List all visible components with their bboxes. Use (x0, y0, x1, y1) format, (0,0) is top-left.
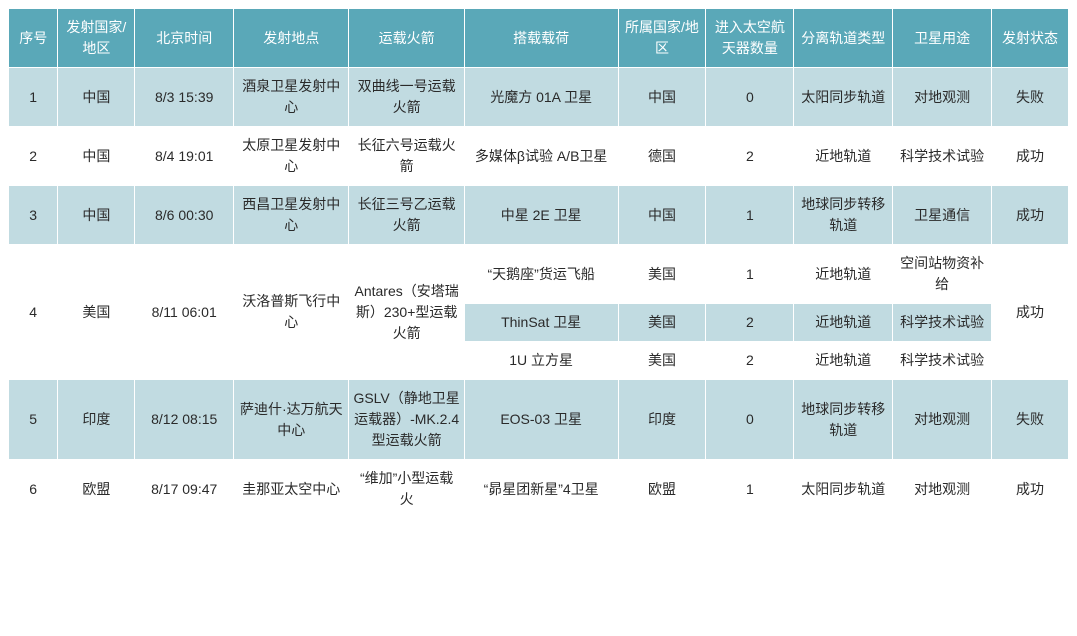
header-beijing-time: 北京时间 (135, 9, 234, 68)
cell-idx: 2 (9, 127, 58, 186)
table-row: 5印度8/12 08:15萨迪什·达万航天中心GSLV（静地卫星运载器）-MK.… (9, 380, 1069, 460)
cell-launch-site: 太原卫星发射中心 (234, 127, 349, 186)
launch-table: 序号 发射国家/地区 北京时间 发射地点 运载火箭 搭载载荷 所属国家/地区 进… (8, 8, 1069, 519)
cell-owner-country: 中国 (618, 68, 706, 127)
cell-orbit-type: 地球同步转移轨道 (794, 186, 893, 245)
cell-launch-status: 成功 (992, 460, 1069, 519)
cell-owner-country: 美国 (618, 342, 706, 380)
cell-spacecraft-count: 0 (706, 68, 794, 127)
cell-spacecraft-count: 2 (706, 304, 794, 342)
cell-launch-country: 美国 (58, 245, 135, 380)
cell-spacecraft-count: 1 (706, 460, 794, 519)
header-spacecraft-count: 进入太空航天器数量 (706, 9, 794, 68)
cell-spacecraft-count: 1 (706, 245, 794, 304)
cell-launch-site: 萨迪什·达万航天中心 (234, 380, 349, 460)
cell-owner-country: 中国 (618, 186, 706, 245)
cell-launch-status: 成功 (992, 186, 1069, 245)
header-idx: 序号 (9, 9, 58, 68)
header-payload: 搭载载荷 (464, 9, 618, 68)
cell-payload: “天鹅座”货运飞船 (464, 245, 618, 304)
cell-rocket: 长征六号运载火箭 (349, 127, 464, 186)
cell-orbit-type: 太阳同步轨道 (794, 68, 893, 127)
cell-sat-use: 对地观测 (893, 380, 992, 460)
cell-launch-site: 圭那亚太空中心 (234, 460, 349, 519)
cell-beijing-time: 8/12 08:15 (135, 380, 234, 460)
header-sat-use: 卫星用途 (893, 9, 992, 68)
cell-owner-country: 美国 (618, 304, 706, 342)
cell-idx: 3 (9, 186, 58, 245)
cell-launch-country: 中国 (58, 186, 135, 245)
table-row: 4美国8/11 06:01沃洛普斯飞行中心Antares（安塔瑞斯）230+型运… (9, 245, 1069, 304)
cell-owner-country: 欧盟 (618, 460, 706, 519)
cell-sat-use: 科学技术试验 (893, 127, 992, 186)
cell-launch-country: 欧盟 (58, 460, 135, 519)
cell-beijing-time: 8/6 00:30 (135, 186, 234, 245)
cell-owner-country: 美国 (618, 245, 706, 304)
header-launch-country: 发射国家/地区 (58, 9, 135, 68)
table-body: 1中国8/3 15:39酒泉卫星发射中心双曲线一号运载火箭光魔方 01A 卫星中… (9, 68, 1069, 519)
cell-orbit-type: 地球同步转移轨道 (794, 380, 893, 460)
cell-sat-use: 对地观测 (893, 68, 992, 127)
cell-sat-use: 空间站物资补给 (893, 245, 992, 304)
cell-idx: 4 (9, 245, 58, 380)
cell-payload: 光魔方 01A 卫星 (464, 68, 618, 127)
cell-orbit-type: 近地轨道 (794, 127, 893, 186)
cell-owner-country: 印度 (618, 380, 706, 460)
cell-spacecraft-count: 2 (706, 342, 794, 380)
header-owner-country: 所属国家/地区 (618, 9, 706, 68)
cell-payload: 多媒体β试验 A/B卫星 (464, 127, 618, 186)
cell-launch-site: 沃洛普斯飞行中心 (234, 245, 349, 380)
header-orbit-type: 分离轨道类型 (794, 9, 893, 68)
cell-beijing-time: 8/4 19:01 (135, 127, 234, 186)
cell-owner-country: 德国 (618, 127, 706, 186)
cell-launch-country: 印度 (58, 380, 135, 460)
cell-spacecraft-count: 0 (706, 380, 794, 460)
header-rocket: 运载火箭 (349, 9, 464, 68)
cell-launch-site: 西昌卫星发射中心 (234, 186, 349, 245)
cell-spacecraft-count: 1 (706, 186, 794, 245)
cell-spacecraft-count: 2 (706, 127, 794, 186)
table-header: 序号 发射国家/地区 北京时间 发射地点 运载火箭 搭载载荷 所属国家/地区 进… (9, 9, 1069, 68)
cell-launch-status: 成功 (992, 245, 1069, 380)
cell-launch-site: 酒泉卫星发射中心 (234, 68, 349, 127)
cell-rocket: Antares（安塔瑞斯）230+型运载火箭 (349, 245, 464, 380)
table-row: 2中国8/4 19:01太原卫星发射中心长征六号运载火箭多媒体β试验 A/B卫星… (9, 127, 1069, 186)
cell-launch-status: 失败 (992, 380, 1069, 460)
cell-payload: 1U 立方星 (464, 342, 618, 380)
cell-orbit-type: 近地轨道 (794, 245, 893, 304)
cell-payload: ThinSat 卫星 (464, 304, 618, 342)
header-launch-site: 发射地点 (234, 9, 349, 68)
cell-rocket: GSLV（静地卫星运载器）-MK.2.4 型运载火箭 (349, 380, 464, 460)
cell-sat-use: 对地观测 (893, 460, 992, 519)
cell-idx: 6 (9, 460, 58, 519)
cell-rocket: 双曲线一号运载火箭 (349, 68, 464, 127)
cell-beijing-time: 8/11 06:01 (135, 245, 234, 380)
cell-launch-country: 中国 (58, 68, 135, 127)
cell-payload: “昴星团新星”4卫星 (464, 460, 618, 519)
cell-orbit-type: 近地轨道 (794, 304, 893, 342)
cell-rocket: 长征三号乙运载火箭 (349, 186, 464, 245)
cell-sat-use: 科学技术试验 (893, 342, 992, 380)
cell-launch-status: 失败 (992, 68, 1069, 127)
table-row: 1中国8/3 15:39酒泉卫星发射中心双曲线一号运载火箭光魔方 01A 卫星中… (9, 68, 1069, 127)
cell-idx: 5 (9, 380, 58, 460)
cell-beijing-time: 8/17 09:47 (135, 460, 234, 519)
cell-orbit-type: 太阳同步轨道 (794, 460, 893, 519)
header-launch-status: 发射状态 (992, 9, 1069, 68)
cell-launch-status: 成功 (992, 127, 1069, 186)
cell-rocket: “维加”小型运载火 (349, 460, 464, 519)
cell-orbit-type: 近地轨道 (794, 342, 893, 380)
cell-sat-use: 卫星通信 (893, 186, 992, 245)
cell-sat-use: 科学技术试验 (893, 304, 992, 342)
table-row: 6欧盟8/17 09:47圭那亚太空中心“维加”小型运载火“昴星团新星”4卫星欧… (9, 460, 1069, 519)
cell-beijing-time: 8/3 15:39 (135, 68, 234, 127)
table-row: 3中国8/6 00:30西昌卫星发射中心长征三号乙运载火箭中星 2E 卫星中国1… (9, 186, 1069, 245)
cell-payload: 中星 2E 卫星 (464, 186, 618, 245)
cell-payload: EOS-03 卫星 (464, 380, 618, 460)
cell-idx: 1 (9, 68, 58, 127)
cell-launch-country: 中国 (58, 127, 135, 186)
